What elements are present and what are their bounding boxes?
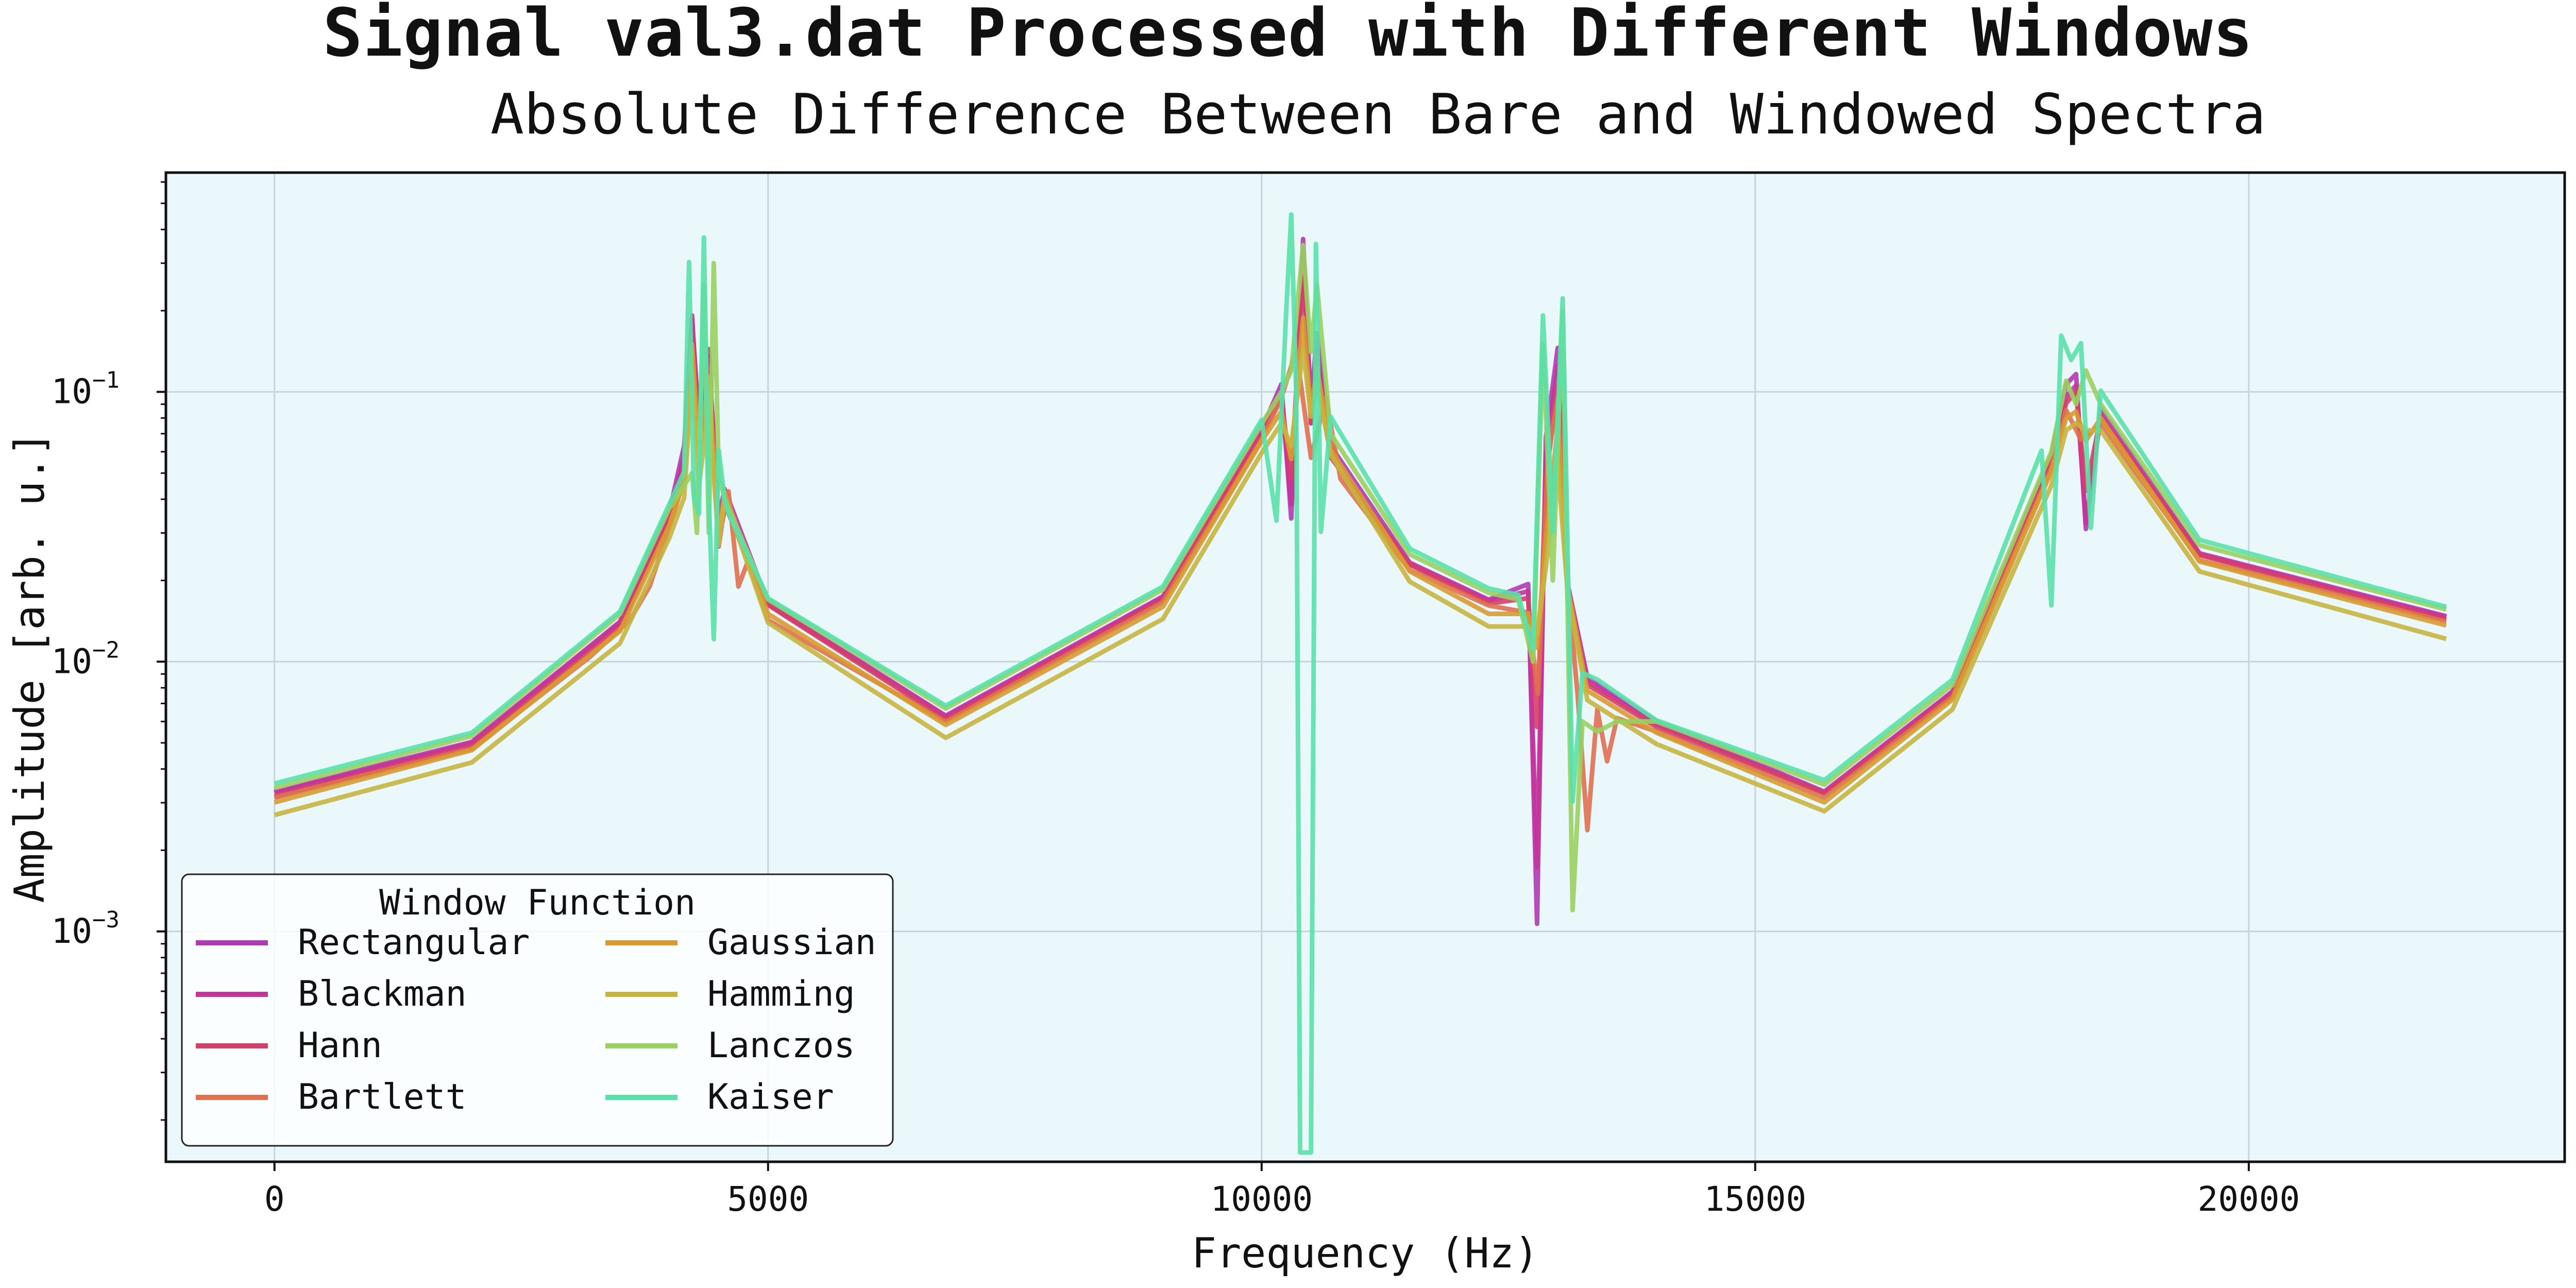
x-tick-label: 10000: [1210, 1179, 1313, 1219]
legend-items: Rectangular Blackman Hann Bartlett Gaussian H…: [196, 922, 876, 1117]
legend-label: Hann: [298, 1025, 382, 1066]
legend-label: Gaussian: [707, 922, 876, 963]
legend-label: Blackman: [298, 974, 467, 1014]
grid: [166, 173, 2565, 1162]
plot-frame: [164, 171, 2566, 1163]
y-tick-label: 10−1: [52, 367, 120, 412]
y-tick-label: 10−3: [52, 907, 120, 951]
series-layer: [274, 212, 2447, 1155]
legend-box: [181, 873, 894, 1147]
x-axis-label: Frequency (Hz): [1192, 1229, 1539, 1277]
legend-title: Window Function: [379, 883, 696, 923]
x-tick-label: 0: [264, 1179, 285, 1219]
legend: Window Function Rectangular Blackman Hann B…: [181, 873, 894, 1147]
x-tick-label: 20000: [2198, 1179, 2300, 1219]
y-tick-label: 10−2: [52, 637, 120, 681]
legend-label: Lanczos: [707, 1025, 855, 1066]
legend-label: Bartlett: [298, 1077, 467, 1117]
legend-label: Rectangular: [298, 922, 530, 963]
legend-label: Kaiser: [707, 1077, 834, 1117]
x-tick-label: 5000: [727, 1179, 809, 1219]
chart-subtitle: Absolute Difference Between Bare and Win…: [490, 82, 2266, 147]
chart-title: Signal val3.dat Processed with Different…: [323, 0, 2253, 72]
legend-label: Hamming: [707, 974, 855, 1014]
ticks: 0 5000 10000 15000 20000 10−3 10−2 10−1: [52, 181, 2300, 1219]
x-tick-label: 15000: [1704, 1179, 1806, 1219]
series-line-kaiser: [274, 212, 2447, 1155]
y-axis-label: Amplitude [arb. u.]: [6, 431, 54, 903]
